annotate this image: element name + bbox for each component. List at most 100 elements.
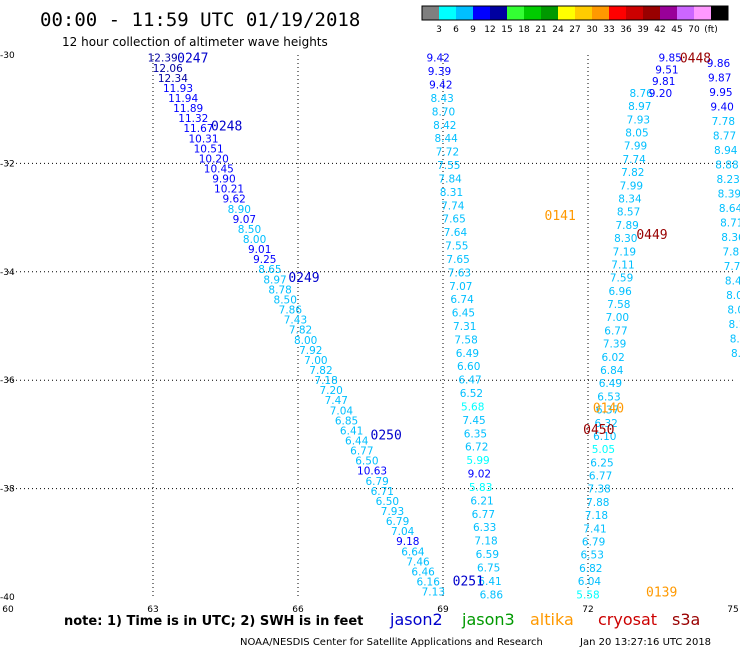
wave-height-label: 8.90 [228,204,251,216]
wave-height-label: 9.20 [649,88,672,100]
wave-height-label: 8.34 [618,193,642,205]
wave-height-label: 7.55 [437,160,460,172]
wave-height-label: 7.65 [446,254,469,266]
wave-height-label: 8.97 [263,274,286,286]
wave-height-label: 10.45 [204,164,234,176]
pass-number-label: 0140 [593,401,624,416]
wave-height-label: 5.58 [576,589,599,601]
y-tick-label: -36 [0,376,15,386]
wave-height-label: 8.94 [714,145,738,157]
colorbar-label: (ft) [704,25,718,35]
wave-height-label: 8.50 [274,294,297,306]
wave-height-label: 6.46 [411,566,435,578]
pass-number-label: 0449 [636,228,667,243]
wave-height-label: 8.31 [730,334,740,346]
wave-height-label: 8.88 [715,160,738,172]
colorbar-swatch [660,6,677,20]
wave-height-label: 12.06 [153,63,183,75]
pass-number-label: 0141 [545,209,576,224]
colorbar-label: 6 [453,25,459,35]
pass-number-label: 0249 [288,271,319,286]
colorbar-swatch [609,6,626,20]
wave-height-label: 8.70 [432,106,455,118]
wave-height-label: 8.31 [440,187,463,199]
wave-height-label: 9.07 [233,214,256,226]
wave-height-label: 6.60 [457,361,480,373]
wave-height-label: 10.63 [357,466,387,478]
wave-height-label: 7.63 [448,267,471,279]
wave-height-label: 5.05 [592,444,615,456]
wave-height-label: 11.93 [163,83,193,95]
wave-height-label: 7.47 [325,395,348,407]
pass-number-label: 0139 [646,586,677,601]
legend-altika: altika [530,610,574,629]
wave-height-label: 8.57 [617,207,640,219]
wave-height-label: 7.43 [284,315,307,327]
wave-height-label: 7.07 [449,281,472,293]
x-tick-label: 69 [437,605,449,615]
colorbar-swatch [473,6,490,20]
wave-height-label: 6.77 [589,471,612,483]
wave-height-label: 8.78 [268,284,291,296]
x-tick-label: 60 [2,605,14,615]
colorbar-swatch [439,6,456,20]
wave-height-label: 6.86 [480,589,504,601]
legend-note: note: 1) Time is in UTC; 2) SWH is in fe… [64,614,363,629]
wave-height-label: 6.79 [365,476,388,488]
wave-height-label: 11.89 [173,103,203,115]
wave-height-label: 6.04 [578,576,602,588]
colorbar-label: 15 [501,25,512,35]
wave-height-label: 8.39 [718,189,740,201]
wave-height-label: 8.42 [433,120,456,132]
wave-height-label: 6.77 [350,446,373,458]
wave-height-label: 9.62 [222,194,245,206]
wave-height-label: 7.00 [606,312,629,324]
wave-height-label: 9.02 [468,469,491,481]
colorbar-label: 9 [470,25,476,35]
wave-height-label: 11.67 [183,123,213,135]
wave-height-label: 6.77 [604,325,627,337]
wave-height-label: 8.18 [729,319,740,331]
wave-height-label: 6.82 [579,563,602,575]
wave-height-label: 7.84 [438,173,462,185]
wave-height-label: 7.59 [610,273,633,285]
wave-height-label: 6.16 [417,577,441,589]
chart-subtitle: 12 hour collection of altimeter wave hei… [62,35,328,49]
wave-height-label: 9.01 [248,244,271,256]
wave-height-label: 6.41 [340,425,363,437]
legend-jason2: jason2 [389,610,443,629]
wave-height-label: 6.45 [452,308,475,320]
wave-height-label: 6.35 [464,428,487,440]
wave-height-label: 6.33 [473,522,496,534]
colorbar-swatch [558,6,575,20]
wave-height-label: 12.34 [158,73,188,85]
colorbar-label: 30 [586,25,598,35]
wave-height-label: 8.47 [725,276,740,288]
footer-credit: NOAA/NESDIS Center for Satellite Applica… [240,637,543,648]
wave-height-label: 7.99 [620,180,643,192]
wave-height-label: 7.82 [621,167,644,179]
pass-number-label: 0448 [680,52,711,67]
wave-height-label: 9.39 [428,66,451,78]
wave-height-label: 8.44 [434,133,458,145]
colorbar-swatch [541,6,558,20]
wave-height-label: 7.74 [622,154,646,166]
wave-height-label: 6.21 [470,495,493,507]
wave-height-label: 7.18 [474,536,497,548]
wave-height-label: 7.74 [441,200,465,212]
colorbar-swatch [711,6,728,20]
colorbar-swatch [422,6,439,20]
wave-height-label: 10.31 [188,133,218,145]
colorbar-swatch [643,6,660,20]
chart-title: 00:00 - 11:59 UTC 01/19/2018 [40,9,360,31]
wave-height-tracks: 12.3912.0612.3411.9311.9411.8911.3211.67… [148,53,740,602]
colorbar-swatch [592,6,609,20]
colorbar-label: 39 [637,25,649,35]
colorbar-label: 27 [569,25,580,35]
wave-height-label: 8.00 [294,335,317,347]
wave-height-label: 11.94 [168,93,198,105]
colorbar-label: 45 [671,25,682,35]
wave-height-label: 8.97 [628,101,651,113]
wave-height-label: 7.86 [279,305,303,317]
wave-height-label: 7.46 [406,556,430,568]
